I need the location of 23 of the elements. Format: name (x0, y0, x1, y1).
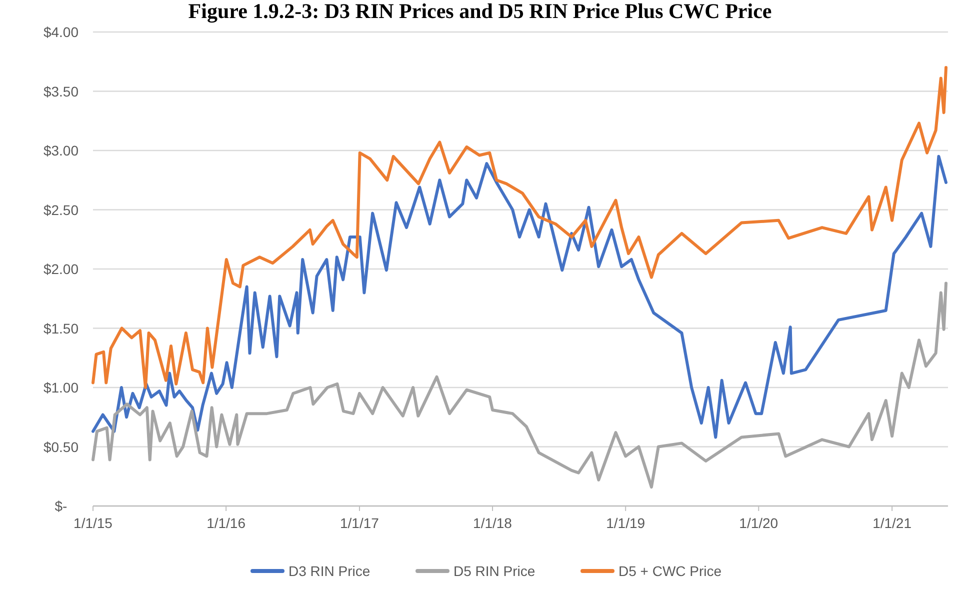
y-tick-label: $2.00 (43, 261, 79, 277)
y-tick-label: $3.00 (43, 142, 79, 158)
y-tick-label: $1.50 (43, 320, 79, 336)
y-tick-label: $1.00 (43, 380, 79, 396)
x-tick-label: 1/1/19 (606, 515, 646, 531)
y-tick-label: $4.00 (43, 24, 79, 40)
legend-label: D5 RIN Price (454, 563, 536, 579)
legend-label: D3 RIN Price (288, 563, 370, 579)
y-tick-label: $0.50 (43, 438, 79, 455)
y-tick-label: $2.50 (43, 202, 79, 218)
line-series (92, 66, 948, 389)
line-series (92, 282, 948, 489)
y-tick-label: $3.50 (43, 83, 79, 100)
x-tick-label: 1/1/18 (473, 515, 512, 531)
x-tick-label: 1/1/20 (739, 515, 778, 531)
x-tick-label: 1/1/17 (340, 515, 380, 531)
y-tick-label: $- (54, 498, 68, 514)
chart-title: Figure 1.9.2-3: D3 RIN Prices and D5 RIN Price Plus CWC Price (188, 0, 772, 23)
x-tick-label: 1/1/16 (206, 515, 246, 531)
line-series (92, 154, 948, 439)
x-tick-label: 1/1/21 (872, 515, 912, 531)
x-tick-label: 1/1/15 (74, 515, 113, 531)
legend-label: D5 + CWC Price (618, 563, 722, 579)
